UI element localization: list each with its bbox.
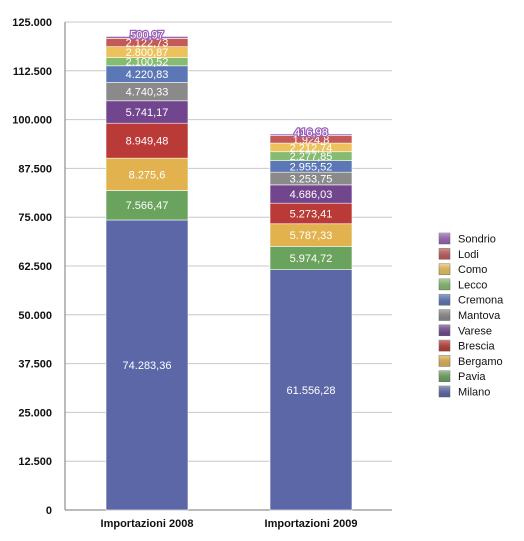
legend-swatch-shade (439, 370, 450, 382)
data-label: 500,97 (130, 29, 164, 41)
data-label: 74.283,36 (123, 360, 172, 372)
legend-swatch-shade (439, 355, 450, 367)
legend-swatch-shade (439, 278, 450, 290)
y-axis-ticks: 0 12.500 25.000 37.500 50.000 62.500 75.000 87.… (12, 17, 52, 517)
bar-segment-sondrio (269, 133, 353, 136)
legend-swatch-shade (439, 263, 450, 275)
legend-label: Milano (458, 387, 490, 399)
legend-swatch-shade (439, 309, 450, 321)
data-label: 8.275,6 (129, 169, 166, 181)
bars: 74.283,36 7.566,47 8.275,6 8.949,48 5.741,17… (105, 28, 353, 511)
y-tick-label: 50.000 (18, 310, 52, 322)
legend-label: Sondrio (458, 234, 496, 246)
data-label: 7.566,47 (126, 200, 169, 212)
data-label: 4.686,03 (290, 189, 333, 201)
legend-swatch-shade (439, 386, 450, 397)
data-label: 3.253,75 (290, 174, 333, 186)
data-label: 416,98 (294, 127, 328, 139)
legend-label: Lodi (458, 249, 479, 261)
data-label: 2.800,87 (126, 47, 169, 59)
legend-label: Pavia (458, 371, 486, 383)
legend-label: Brescia (458, 341, 496, 353)
y-tick-label: 87.500 (18, 163, 52, 175)
legend-swatch-shade (439, 324, 450, 336)
data-label: 5.741,17 (126, 107, 169, 119)
legend-label: Lecco (458, 279, 487, 291)
data-label: 61.556,28 (287, 385, 336, 397)
data-label: 2.277,85 (290, 151, 333, 163)
data-label: 2.122,73 (126, 38, 169, 50)
y-tick-label: 125.000 (12, 17, 52, 29)
legend-label: Cremona (458, 295, 504, 307)
data-label: 8.949,48 (126, 136, 169, 148)
y-tick-label: 75.000 (18, 212, 52, 224)
legend-label: Como (458, 264, 487, 276)
x-axis-labels: Importazioni 2008 Importazioni 2009 (101, 518, 358, 530)
y-tick-label: 100.000 (12, 115, 52, 127)
legend: Sondrio Lodi Como Lecco Cremona Mantova Varese… (438, 232, 504, 399)
data-label: 4.740,33 (126, 87, 169, 99)
legend-label: Mantova (458, 310, 501, 322)
legend-swatch-shade (439, 340, 450, 352)
bar-segment-milano (105, 219, 189, 511)
y-tick-label: 12.500 (18, 456, 52, 468)
legend-swatch-shade (439, 294, 450, 306)
legend-swatch-shade (439, 248, 450, 260)
data-label: 2.955,52 (290, 161, 333, 173)
y-tick-label: 112.500 (13, 66, 52, 78)
data-label: 5.273,41 (290, 208, 333, 220)
bar-segment-sondrio (105, 36, 189, 39)
y-tick-label: 62.500 (18, 261, 52, 273)
y-tick-label: 0 (46, 505, 52, 517)
data-label: 2.212,74 (290, 142, 333, 154)
y-tick-label: 37.500 (18, 359, 52, 371)
legend-label: Bergamo (458, 356, 503, 368)
x-category-label: Importazioni 2009 (265, 518, 358, 530)
data-label: 5.974,72 (290, 253, 333, 265)
data-label: 5.787,33 (290, 230, 333, 242)
legend-label: Varese (458, 325, 492, 337)
data-label: 4.220,83 (126, 69, 169, 81)
data-label: 1.924,8 (293, 134, 330, 146)
data-label: 2.100,52 (126, 57, 169, 69)
y-tick-label: 25.000 (18, 407, 52, 419)
bar-segment-milano (269, 269, 353, 511)
legend-swatch-shade (439, 233, 450, 244)
x-category-label: Importazioni 2008 (101, 518, 194, 530)
